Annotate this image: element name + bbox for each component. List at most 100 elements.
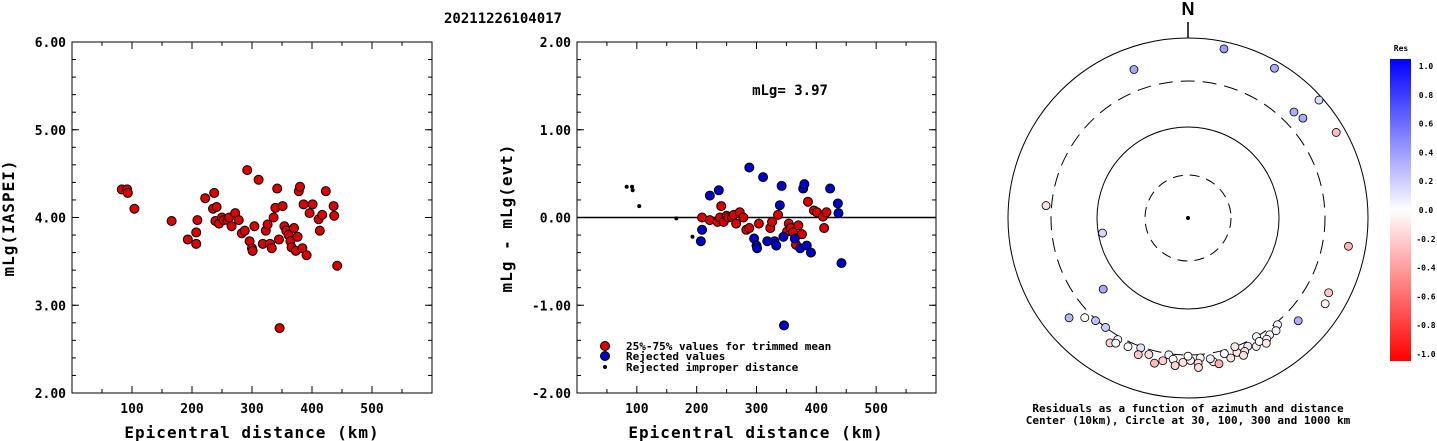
- data-point-rejected: [713, 185, 724, 196]
- polar-point: [1098, 284, 1108, 294]
- data-point-improper: [624, 184, 629, 189]
- data-point: [268, 212, 279, 223]
- data-point-improper: [637, 204, 642, 209]
- colorbar-tick-label: -0.4: [1416, 264, 1435, 273]
- polar-point: [1205, 354, 1215, 364]
- data-point: [292, 231, 303, 242]
- data-point: [239, 225, 250, 236]
- mlg-annotation: mLg= 3.97: [752, 83, 828, 99]
- polar-point: [1298, 113, 1308, 123]
- data-point: [191, 227, 202, 238]
- data-point: [320, 186, 331, 197]
- polar-point: [1041, 201, 1051, 210]
- colorbar: Res 1.0 0.8 0.6 0.4 0.2 0.0 -0.2 -0.4 -0.6 -0.8 -1…: [1390, 44, 1436, 361]
- legend-2: 25%-75% values for trimmed mean Rejected…: [600, 340, 831, 374]
- xlabel-2: Epicentral distance (km): [628, 423, 883, 441]
- polar-point: [1133, 350, 1143, 360]
- data-point: [329, 210, 340, 221]
- polar-point: [1214, 359, 1224, 369]
- data-point-rejected: [776, 180, 787, 191]
- data-point: [266, 243, 277, 254]
- polar-point: [1170, 361, 1180, 370]
- data-point-rejected: [695, 236, 706, 247]
- polar-point: [1293, 316, 1303, 326]
- ylabel-2: mLg - mLg(evt): [497, 144, 516, 293]
- colorbar-ticks: 1.0 0.8 0.6 0.4 0.2 0.0 -0.2 -0.4 -0.6 -0.8 -1.0: [1416, 62, 1435, 359]
- polar-point: [1226, 353, 1236, 363]
- polar-circle-300km: [1050, 80, 1326, 356]
- chart-azimuth-residuals: N Residuals as a function of azimuth and…: [1007, 0, 1369, 427]
- data-point: [317, 209, 328, 220]
- data-point-rejected: [758, 172, 769, 183]
- data-point-rejected: [805, 247, 816, 258]
- polar-point: [1144, 350, 1154, 359]
- legend-label-rejected: Rejected values: [626, 350, 725, 363]
- polar-point: [1230, 342, 1240, 352]
- y-tick-label-1: 6.00: [35, 36, 66, 51]
- data-point-trimmed: [716, 201, 727, 212]
- data-point: [233, 215, 244, 226]
- data-point: [307, 199, 318, 210]
- polar-point: [1194, 363, 1203, 372]
- polar-point: [1324, 288, 1334, 298]
- data-point-rejected: [752, 243, 763, 254]
- legend-marker-improper: [603, 365, 607, 369]
- polar-caption-line1: Residuals as a function of azimuth and d…: [1032, 402, 1344, 415]
- data-point: [272, 183, 283, 194]
- axis-ticks-1: 100 200 300 400 500 2.00 3.00 4.00 5.00 6.00: [35, 36, 432, 417]
- data-point: [191, 238, 202, 249]
- data-point: [328, 201, 339, 212]
- colorbar-tick-label: -0.6: [1416, 292, 1435, 301]
- data-point-rejected: [833, 208, 844, 219]
- data-point-trimmed: [793, 220, 804, 231]
- data-point-rejected: [825, 183, 836, 194]
- x-tick-label-1: 200: [180, 402, 204, 417]
- data-point-rejected: [744, 162, 755, 173]
- data-point-trimmed: [802, 196, 813, 207]
- colorbar-tick-label: 0.8: [1419, 91, 1434, 100]
- chart-mlg-residual-vs-distance: 100 200 300 400 500 -2.00 -1.00 0.00 1.00 2.00 mL…: [497, 36, 937, 441]
- polar-point: [1150, 358, 1159, 368]
- axis-ticks-2: 100 200 300 400 500 -2.00 -1.00 0.00 1.00 2.00: [532, 36, 936, 417]
- y-tick-label-2: -2.00: [532, 387, 571, 402]
- polar-point: [1331, 128, 1341, 137]
- y-tick-label-1: 2.00: [35, 387, 66, 402]
- polar-point: [1080, 313, 1090, 323]
- y-tick-label-1: 5.00: [35, 124, 66, 139]
- data-point: [314, 225, 325, 236]
- polar-point: [1271, 326, 1281, 336]
- data-point-rejected: [836, 258, 847, 269]
- data-point: [122, 187, 133, 198]
- colorbar-tick-label: 0.0: [1419, 206, 1434, 215]
- data-point: [301, 250, 312, 261]
- data-point: [289, 223, 299, 234]
- polar-circle-30km: [1144, 174, 1232, 262]
- polar-point: [1239, 350, 1248, 360]
- colorbar-tick-label: -1.0: [1416, 350, 1435, 359]
- colorbar-tick-label: 1.0: [1419, 62, 1434, 71]
- polar-point: [1270, 63, 1279, 73]
- polar-caption-line2: Center (10km), Circle at 30, 100, 300 an…: [1026, 414, 1351, 427]
- polar-point: [1183, 351, 1193, 361]
- data-point-rejected: [774, 200, 785, 211]
- polar-point: [1219, 349, 1229, 359]
- data-point: [277, 201, 288, 212]
- polar-point: [1123, 342, 1133, 352]
- data-point-rejected: [697, 224, 708, 235]
- colorbar-title: Res: [1394, 44, 1409, 53]
- data-point-trimmed: [753, 218, 764, 229]
- data-point: [298, 199, 309, 210]
- colorbar-tick-label: 0.4: [1419, 148, 1434, 157]
- polar-point: [1219, 44, 1229, 54]
- x-tick-label-2: 300: [745, 402, 769, 417]
- data-point-trimmed: [744, 223, 755, 234]
- polar-point: [1289, 107, 1299, 117]
- data-point: [242, 165, 253, 176]
- data-point-trimmed: [767, 216, 778, 227]
- y-tick-label-2: 1.00: [540, 124, 571, 139]
- data-point: [211, 201, 222, 212]
- colorbar-gradient: [1390, 59, 1411, 361]
- chart-mlg-vs-distance: 100 200 300 400 500 2.00 3.00 4.00 5.00 6.00 Epic…: [0, 36, 433, 441]
- x-tick-label-2: 500: [864, 402, 888, 417]
